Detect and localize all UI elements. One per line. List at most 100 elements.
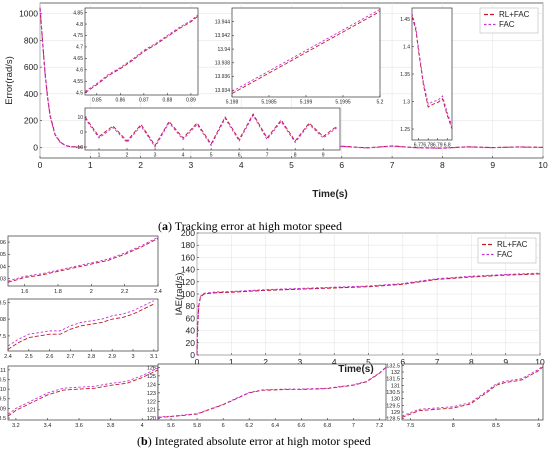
b_inset5-ytick-label-4: 130.5	[386, 390, 400, 396]
a_main-xtick-label-7: 7	[390, 160, 395, 170]
a_main-xtick-label-3: 3	[189, 160, 194, 170]
b_inset3-xtick-label-1: 3.4	[44, 423, 52, 429]
b_main-ytick-label-2: 40	[186, 326, 196, 336]
b_inset3-plot-area	[7, 365, 159, 421]
b_main-ytick-label-8: 160	[181, 252, 195, 262]
b_main-ytick-label-3: 60	[186, 313, 196, 323]
a_main-ytick-label-1: 200	[24, 116, 38, 126]
a_inset2-ytick-label-2: 13.938	[215, 61, 231, 67]
a_inset1-xtick-label-3: 0.88	[163, 98, 173, 104]
b_inset3-ytick-label-0: 108.5	[0, 416, 6, 422]
a_inset1-ytick-label-7: 4.85	[73, 10, 83, 16]
b_inset4-xtick-label-7: 7	[352, 423, 355, 429]
b_inset4-ytick-label-2: 122	[147, 399, 156, 405]
b_main-xtick-label-3: 3	[298, 357, 303, 367]
a_inset4-xtick-label-7: 8	[294, 153, 297, 159]
b_main-series-fac-line	[196, 272, 541, 356]
b_main-ytick-label-4: 80	[186, 301, 196, 311]
a_inset1-ytick-label-4: 4.7	[76, 45, 83, 51]
b_main-ytick-label-1: 20	[186, 338, 196, 348]
b_inset5-ytick-label-2: 129.5	[386, 403, 400, 409]
b_main-ytick-label-5: 100	[181, 289, 195, 299]
b_inset4-xtick-label-4: 6.4	[271, 423, 279, 429]
b_main-xtick-label-8: 8	[469, 357, 474, 367]
a_inset2-series-rl-fac-line	[231, 11, 381, 94]
b-ylabel: IAE(rad/s)	[174, 273, 185, 316]
b_inset2-xtick-label-1: 2.5	[25, 354, 33, 360]
b_inset5-xtick-label-0: 7.5	[407, 423, 415, 429]
a_inset1-xtick-label-2: 0.87	[139, 98, 149, 104]
b_main-xtick-label-1: 1	[229, 357, 234, 367]
a_inset4-xtick-label-5: 6	[238, 153, 241, 159]
a_inset3-xtick-label-2: 6.79	[433, 143, 443, 149]
a_inset4-xtick-label-1: 2	[126, 153, 129, 159]
b_inset5-ytick-label-1: 129	[391, 410, 400, 416]
b_inset4-xtick-label-0: 5.6	[167, 423, 175, 429]
b_inset2-xtick-label-6: 3	[131, 354, 134, 360]
b_inset5-ytick-label-7: 132	[391, 370, 400, 376]
a_inset2-xtick-label-3: 5.1995	[335, 100, 351, 106]
a_main-xtick-label-0: 0	[38, 160, 43, 170]
b_inset4-ytick-label-6: 126	[147, 365, 156, 371]
a_inset1-ytick-label-1: 4.55	[73, 79, 83, 85]
a_inset3-xtick-label-1: 6.78	[423, 143, 433, 149]
a_inset3-xtick-label-3: 6.8	[444, 143, 451, 149]
b_inset3-xtick-label-4: 4	[141, 423, 144, 429]
b_inset2-xtick-label-0: 2.4	[4, 354, 12, 360]
b_inset3-ytick-label-1: 109	[0, 406, 6, 412]
b_inset1-series-fac-line	[7, 236, 159, 282]
b_inset5-series-fac-line	[401, 365, 544, 417]
b_inset2-ytick-label-2: 108.5	[0, 300, 6, 306]
b_inset5-xtick-label-3: 9	[537, 423, 540, 429]
a_inset4-ytick-label-0: -10	[76, 145, 83, 151]
a_inset2-ytick-label-3: 13.94	[217, 47, 230, 53]
b_inset4-ytick-label-1: 121	[147, 408, 156, 414]
b_inset4-xtick-label-8: 7.2	[376, 423, 384, 429]
b_inset1-ytick-label-3: 106	[0, 240, 6, 246]
a_inset4-series-rl-fac-line	[84, 113, 338, 147]
a_inset2-ytick-label-4: 13.942	[215, 33, 231, 39]
a_inset4-xtick-label-2: 3	[154, 153, 157, 159]
b_inset1-xtick-label-1: 1.8	[54, 289, 62, 295]
a_main-ytick-label-2: 400	[24, 89, 38, 99]
a_main-xtick-label-6: 6	[339, 160, 344, 170]
b-legend-box	[477, 237, 537, 264]
b_inset5-ytick-label-3: 130	[391, 397, 400, 403]
a_inset1-xtick-label-0: 0.85	[92, 98, 102, 104]
a_inset1-ytick-label-6: 4.8	[76, 22, 83, 28]
b_inset3-xtick-label-3: 3.8	[107, 423, 115, 429]
b_inset1-ytick-label-2: 105	[0, 252, 6, 258]
b_inset1-xtick-label-4: 2.4	[154, 289, 162, 295]
b_inset3-ytick-label-3: 110	[0, 387, 6, 393]
b_main-ytick-label-6: 120	[181, 277, 195, 287]
b_inset1-ytick-label-1: 104	[0, 264, 6, 270]
a_inset4-plot-area	[84, 107, 341, 151]
b_inset1-xtick-label-3: 2.2	[121, 289, 129, 295]
b_inset5-series-rl-fac-line	[401, 366, 544, 418]
b_inset2-ytick-label-0: 107.5	[0, 334, 6, 340]
b_inset5-xtick-label-2: 8.5	[492, 423, 500, 429]
a_inset2-xtick-label-0: 5.198	[226, 100, 239, 106]
a_main-xtick-label-10: 10	[538, 160, 548, 170]
b_inset3-ytick-label-5: 111	[0, 368, 6, 374]
b_inset3-series-fac-line	[7, 367, 159, 415]
b_main-ytick-label-9: 180	[181, 240, 195, 250]
b_inset4-xtick-label-1: 5.8	[193, 423, 201, 429]
a_inset1-ytick-label-5: 4.75	[73, 33, 83, 39]
b_inset2-series-rl-fac-line	[7, 303, 155, 350]
b_inset1-ytick-label-0: 103	[0, 277, 6, 283]
a_inset4-xtick-label-6: 7	[266, 153, 269, 159]
a_inset3-ytick-label-1: 1.3	[403, 99, 410, 105]
b_inset3-xtick-label-2: 3.6	[75, 423, 83, 429]
a_inset1-plot-area	[84, 7, 199, 96]
a_inset1-series-fac-line	[84, 14, 199, 92]
caption-b: (b) Integrated absolute error at high mo…	[137, 434, 371, 448]
a_inset3-ytick-label-4: 1.45	[400, 17, 410, 23]
b_inset1-xtick-label-0: 1.6	[21, 289, 29, 295]
a-legend-label-0: RL+FAC	[499, 10, 530, 19]
b_inset5-xtick-label-1: 8	[452, 423, 455, 429]
b_inset2-plot-area	[7, 298, 159, 352]
b_inset1-series-rl-fac-line	[7, 238, 159, 283]
b_inset5-ytick-label-0: 128.5	[386, 417, 400, 423]
a_inset1-ytick-label-2: 4.6	[76, 68, 83, 74]
